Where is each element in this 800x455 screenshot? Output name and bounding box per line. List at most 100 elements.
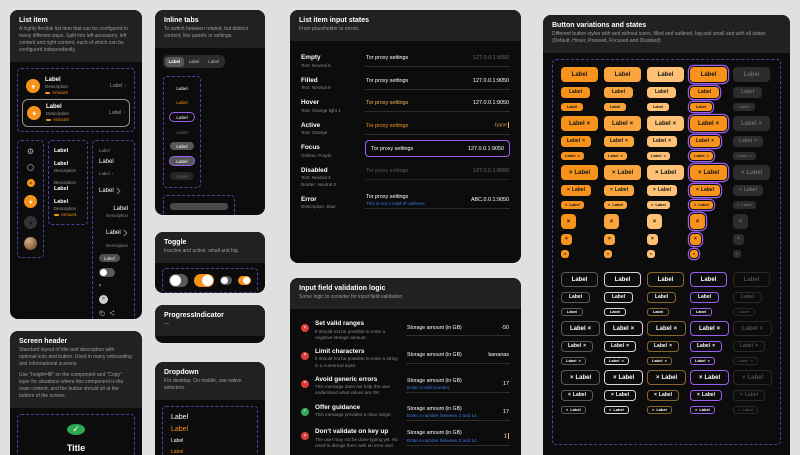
button-outlined-big-icon-none-focused[interactable]: Label — [690, 272, 727, 287]
button-filled-big-icon-only-focused[interactable]: × — [690, 214, 705, 229]
list-item[interactable]: Label Description Amount Label › — [22, 73, 130, 99]
button-outlined-big-icon-none-hover[interactable]: Label — [604, 272, 641, 287]
button-filled-big-icon-only-disabled[interactable]: × — [733, 214, 748, 229]
button-outlined-medium-icon-none-focused[interactable]: Label — [690, 292, 719, 303]
button-outlined-small-icon-left-pressed[interactable]: × Label — [647, 406, 672, 414]
button-filled-small-icon-right-disabled[interactable]: Label × — [733, 152, 756, 160]
input-sample[interactable]: Tor proxy settings 127.0.0.1:9050 — [365, 50, 510, 67]
button-outlined-big-icon-none-disabled[interactable]: Label — [733, 272, 770, 287]
tab-state-default[interactable]: Label — [176, 85, 188, 91]
button-outlined-medium-icon-none-hover[interactable]: Label — [604, 292, 633, 303]
button-outlined-small-icon-left-focused[interactable]: × Label — [690, 406, 715, 414]
button-outlined-medium-icon-right-hover[interactable]: Label × — [604, 341, 636, 352]
button-filled-small-icon-none-default[interactable]: Label — [561, 103, 583, 111]
button-filled-medium-icon-only-hover[interactable]: × — [604, 234, 615, 245]
button-filled-big-icon-left-disabled[interactable]: × Label — [733, 165, 771, 180]
input-sample[interactable]: Tor proxy settings This is not a valid IP… — [365, 192, 510, 209]
button-filled-medium-icon-none-hover[interactable]: Label — [604, 87, 633, 98]
dropdown-option[interactable]: Label — [171, 414, 189, 421]
button-outlined-medium-icon-none-disabled[interactable]: Label — [733, 292, 762, 303]
button-filled-medium-icon-left-focused[interactable]: × Label — [690, 185, 720, 196]
tab-selected[interactable]: Label — [164, 56, 185, 67]
button-filled-medium-icon-only-focused[interactable]: × — [690, 234, 701, 245]
input-sample[interactable]: Tor proxy settings 127.0.0.1:9050 — [365, 73, 510, 90]
button-filled-medium-icon-left-hover[interactable]: × Label — [604, 185, 634, 196]
toggle-small-on[interactable] — [238, 276, 251, 285]
button-filled-medium-icon-left-pressed[interactable]: × Label — [647, 185, 677, 196]
button-outlined-medium-icon-none-pressed[interactable]: Label — [647, 292, 676, 303]
button-filled-small-icon-only-disabled[interactable]: × — [733, 250, 741, 258]
button-filled-small-icon-left-hover[interactable]: × Label — [604, 201, 627, 209]
button-filled-medium-icon-none-pressed[interactable]: Label — [647, 87, 676, 98]
button-outlined-small-icon-none-focused[interactable]: Label — [690, 308, 712, 316]
button-filled-small-icon-right-pressed[interactable]: Label × — [647, 152, 670, 160]
button-outlined-medium-icon-right-disabled[interactable]: Label × — [733, 341, 765, 352]
button-outlined-small-icon-none-pressed[interactable]: Label — [647, 308, 669, 316]
button-outlined-medium-icon-left-default[interactable]: × Label — [561, 390, 593, 401]
button-filled-medium-icon-none-focused[interactable]: Label — [690, 87, 719, 98]
button-outlined-big-icon-none-default[interactable]: Label — [561, 272, 598, 287]
button-outlined-big-icon-left-disabled[interactable]: × Label — [733, 370, 773, 385]
input-sample[interactable]: Storage amount (in GB) bananas — [406, 348, 510, 364]
button-filled-small-icon-none-disabled[interactable]: Label — [733, 103, 755, 111]
dropdown-option-small-highlighted[interactable]: Label — [171, 449, 184, 455]
toggle-big-off[interactable] — [169, 274, 189, 287]
button-filled-medium-icon-left-default[interactable]: × Label — [561, 185, 591, 196]
button-outlined-small-icon-right-focused[interactable]: Label × — [690, 357, 715, 365]
button-outlined-small-icon-right-hover[interactable]: Label × — [604, 357, 629, 365]
button-filled-big-icon-none-focused[interactable]: Label — [690, 67, 727, 82]
list-item-pressed[interactable]: Label Description Amount Label › — [22, 99, 130, 127]
button-outlined-big-icon-right-hover[interactable]: Label × — [604, 321, 644, 336]
button-filled-small-icon-none-focused[interactable]: Label — [690, 103, 712, 111]
button-filled-big-icon-left-pressed[interactable]: × Label — [647, 165, 685, 180]
button-outlined-medium-icon-right-focused[interactable]: Label × — [690, 341, 722, 352]
button-filled-medium-icon-right-disabled[interactable]: Label × — [733, 136, 763, 147]
button-filled-big-icon-none-disabled[interactable]: Label — [733, 67, 770, 82]
button-filled-small-icon-right-focused[interactable]: Label × — [690, 152, 713, 160]
button-outlined-small-icon-none-hover[interactable]: Label — [604, 308, 626, 316]
tab-state-disabled[interactable]: Label — [176, 129, 188, 135]
input-sample[interactable]: Tor proxy settings bane — [365, 118, 510, 135]
button-filled-small-icon-left-default[interactable]: × Label — [561, 201, 584, 209]
button-filled-medium-icon-right-pressed[interactable]: Label × — [647, 136, 677, 147]
button-filled-small-icon-only-default[interactable]: × — [561, 250, 569, 258]
button-filled-small-icon-right-hover[interactable]: Label × — [604, 152, 627, 160]
button-filled-medium-icon-right-focused[interactable]: Label × — [690, 136, 720, 147]
button-filled-small-icon-none-pressed[interactable]: Label — [647, 103, 669, 111]
button-outlined-medium-icon-left-focused[interactable]: × Label — [690, 390, 722, 401]
input-sample[interactable]: Storage amount (in GB) -50 — [406, 320, 510, 336]
button-filled-medium-icon-only-pressed[interactable]: × — [647, 234, 658, 245]
tab-state-selected[interactable]: Label — [170, 142, 194, 150]
button-filled-big-icon-none-default[interactable]: Label — [561, 67, 598, 82]
close-button[interactable]: × — [99, 295, 108, 304]
button-filled-small-icon-left-focused[interactable]: × Label — [690, 201, 713, 209]
button-filled-small-icon-only-focused[interactable]: × — [690, 250, 698, 258]
toggle-big-on[interactable] — [194, 274, 214, 287]
button-filled-small-icon-left-pressed[interactable]: × Label — [647, 201, 670, 209]
button-filled-small-icon-only-hover[interactable]: × — [604, 250, 612, 258]
button-filled-big-icon-left-focused[interactable]: × Label — [690, 165, 728, 180]
button-filled-big-icon-only-hover[interactable]: × — [604, 214, 619, 229]
input-sample[interactable]: Storage amount (in GB) Enter a number bet… — [406, 404, 510, 422]
button-filled-big-icon-right-default[interactable]: Label × — [561, 116, 599, 131]
button-outlined-small-icon-none-disabled[interactable]: Label — [733, 308, 755, 316]
button-outlined-big-icon-left-focused[interactable]: × Label — [690, 370, 730, 385]
button-filled-medium-icon-only-disabled[interactable]: × — [733, 234, 744, 245]
button-outlined-small-icon-left-disabled[interactable]: × Label — [733, 406, 758, 414]
button-filled-big-icon-none-hover[interactable]: Label — [604, 67, 641, 82]
button-outlined-small-icon-left-hover[interactable]: × Label — [604, 406, 629, 414]
button-filled-small-icon-right-default[interactable]: Label × — [561, 152, 584, 160]
button-outlined-small-icon-left-default[interactable]: × Label — [561, 406, 586, 414]
button-outlined-small-icon-right-default[interactable]: Label × — [561, 357, 586, 365]
button-outlined-big-icon-right-pressed[interactable]: Label × — [647, 321, 687, 336]
input-sample[interactable]: Tor proxy settings 127.0.0.1:9050 — [365, 140, 510, 157]
button-outlined-big-icon-right-disabled[interactable]: Label × — [733, 321, 773, 336]
button-filled-small-icon-left-disabled[interactable]: × Label — [733, 201, 756, 209]
toggle-small-off[interactable] — [219, 276, 233, 285]
button-filled-big-icon-right-pressed[interactable]: Label × — [647, 116, 685, 131]
button-outlined-small-icon-right-disabled[interactable]: Label × — [733, 357, 758, 365]
button-outlined-small-icon-none-default[interactable]: Label — [561, 308, 583, 316]
tab[interactable]: Label — [208, 59, 220, 64]
dropdown-option-small[interactable]: Label — [171, 438, 184, 444]
button-outlined-medium-icon-left-disabled[interactable]: × Label — [733, 390, 765, 401]
